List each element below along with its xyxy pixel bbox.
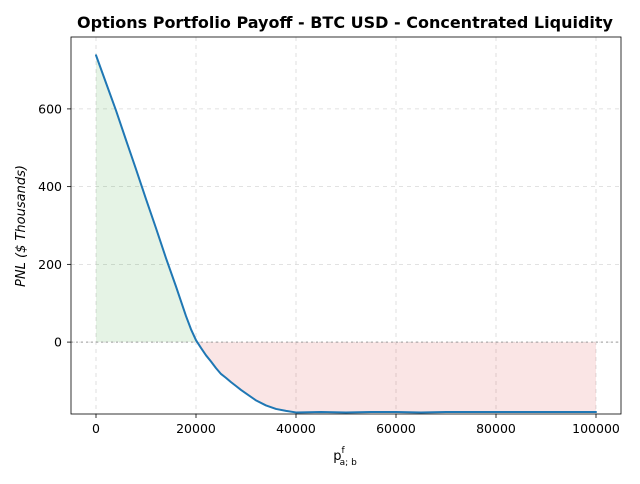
x-axis: 0 20000 40000 60000 80000 100000	[92, 414, 620, 436]
x-tick-label: 20000	[176, 421, 216, 436]
series-layer	[95, 54, 597, 414]
x-tick-label: 100000	[572, 421, 620, 436]
y-tick-label: 0	[54, 335, 62, 350]
x-axis-label: pf a; b	[333, 446, 357, 468]
y-axis-label: PNL ($ Thousands)	[14, 165, 29, 287]
y-axis: 0 200 400 600	[38, 101, 71, 350]
x-tick-label: 60000	[376, 421, 416, 436]
payoff-series-line	[95, 54, 597, 414]
x-axis-label-superscript: f	[341, 446, 345, 456]
y-tick-label: 400	[38, 179, 62, 194]
y-tick-label: 200	[38, 257, 62, 272]
plot-area	[70, 36, 622, 415]
x-tick-label: 40000	[276, 421, 316, 436]
x-tick-label: 80000	[476, 421, 516, 436]
plot-background	[71, 37, 621, 414]
x-tick-label: 0	[92, 421, 100, 436]
y-tick-label: 600	[38, 101, 62, 116]
chart-title: Options Portfolio Payoff - BTC USD - Con…	[77, 13, 613, 32]
plot-frame	[70, 36, 622, 415]
x-axis-label-subscript: a; b	[340, 458, 357, 468]
loss-area-fill	[197, 342, 596, 413]
x-axis-label-base: p	[333, 449, 341, 464]
